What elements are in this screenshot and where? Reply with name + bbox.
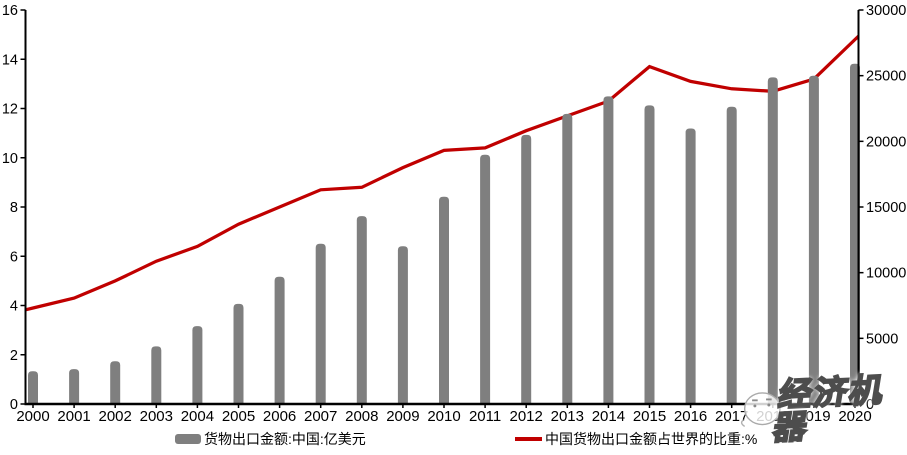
- x-axis-label-2000: 2000: [16, 408, 49, 425]
- export-bar-2012: [521, 134, 532, 404]
- x-axis-label-2004: 2004: [181, 408, 214, 425]
- left-axis-label-10: 10: [2, 151, 18, 167]
- export-bar-2019: [808, 75, 819, 404]
- left-axis-label-14: 14: [2, 52, 18, 68]
- x-axis-label-2013: 2013: [551, 408, 584, 425]
- x-axis-label-2017: 2017: [715, 408, 748, 425]
- right-axis-label-30000: 30000: [866, 3, 906, 19]
- export-bar-2004: [192, 326, 203, 404]
- right-axis-label-15000: 15000: [866, 200, 906, 216]
- export-bar-2001: [69, 369, 80, 404]
- left-axis-label-4: 4: [10, 299, 18, 315]
- x-axis-label-2020: 2020: [838, 408, 871, 425]
- x-axis-label-2006: 2006: [263, 408, 296, 425]
- legend-bar-label: 货物出口金额:中国:亿美元: [204, 431, 366, 447]
- legend-line-label: 中国货物出口金额占世界的比重:%: [545, 431, 758, 447]
- export-bar-2006: [274, 276, 285, 404]
- export-bar-2009: [397, 246, 408, 404]
- export-bar-2011: [480, 154, 491, 404]
- export-bar-2008: [356, 216, 367, 404]
- left-axis-label-12: 12: [2, 102, 18, 118]
- right-axis-label-25000: 25000: [866, 69, 906, 85]
- x-axis-label-2011: 2011: [469, 408, 501, 425]
- x-axis-label-2005: 2005: [222, 408, 255, 425]
- export-bar-2017: [726, 106, 737, 405]
- x-axis-label-2018: 2018: [756, 408, 789, 425]
- x-axis-label-2003: 2003: [140, 408, 173, 425]
- export-bar-2014: [603, 96, 614, 405]
- export-bar-2018: [767, 77, 778, 405]
- export-bar-2003: [151, 346, 162, 404]
- x-axis-label-2010: 2010: [427, 408, 460, 425]
- export-bar-2005: [233, 303, 244, 404]
- x-axis-label-2015: 2015: [633, 408, 666, 425]
- share-line: [25, 35, 860, 312]
- right-axis-label-0: 0: [866, 397, 874, 413]
- export-bar-2002: [110, 361, 121, 404]
- export-bar-2000: [28, 371, 38, 404]
- x-axis-label-2014: 2014: [592, 408, 625, 425]
- right-axis-label-5000: 5000: [866, 331, 898, 347]
- x-axis-label-2002: 2002: [99, 408, 132, 425]
- legend-item-line: 中国货物出口金额占世界的比重:%: [515, 429, 757, 449]
- right-axis-label-20000: 20000: [866, 134, 906, 150]
- export-bar-2013: [562, 113, 573, 405]
- export-bar-2016: [685, 128, 696, 404]
- x-axis-label-2012: 2012: [510, 408, 543, 425]
- left-axis-label-6: 6: [10, 249, 18, 265]
- x-axis-label-2016: 2016: [674, 408, 707, 425]
- bar-series-swatch: [175, 434, 201, 444]
- left-axis-label-8: 8: [10, 200, 18, 216]
- left-axis-label-2: 2: [10, 348, 18, 364]
- right-axis-label-10000: 10000: [866, 266, 906, 282]
- left-axis-label-16: 16: [2, 3, 18, 19]
- x-axis-label-2019: 2019: [797, 408, 830, 425]
- x-axis-label-2008: 2008: [345, 408, 378, 425]
- x-axis-label-2009: 2009: [386, 408, 419, 425]
- export-bar-2007: [315, 243, 326, 404]
- left-axis-label-0: 0: [10, 397, 18, 413]
- export-bar-2015: [644, 105, 655, 405]
- line-series-swatch: [515, 437, 542, 441]
- legend: 货物出口金额:中国:亿美元 中国货物出口金额占世界的比重:%: [0, 429, 907, 449]
- export-bar-2010: [439, 196, 449, 404]
- x-axis-label-2007: 2007: [304, 408, 337, 425]
- x-axis-label-2001: 2001: [57, 408, 90, 425]
- legend-item-bars: 货物出口金额:中国:亿美元: [175, 429, 366, 449]
